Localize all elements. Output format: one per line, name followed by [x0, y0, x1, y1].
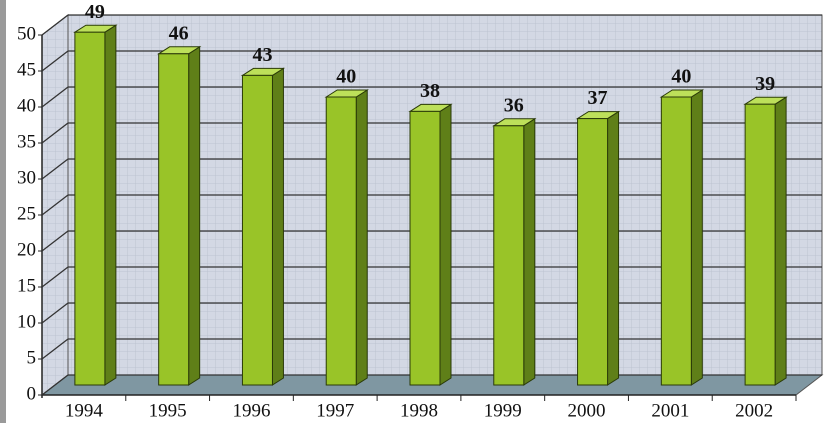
bar-side — [355, 89, 368, 386]
grid-line — [41, 374, 69, 396]
bar-side — [523, 117, 536, 386]
grid-line — [41, 338, 69, 360]
left-edge — [0, 0, 6, 423]
bar-side — [607, 110, 620, 386]
bar — [241, 74, 273, 386]
x-tick-label: 1995 — [149, 400, 187, 421]
value-label: 40 — [336, 66, 356, 88]
bar-side — [104, 24, 117, 386]
bar-side — [188, 45, 201, 386]
bar — [158, 53, 190, 386]
grid-line — [41, 14, 69, 36]
y-tick-label: 5 — [27, 347, 37, 368]
grid-line — [41, 122, 69, 144]
bar-side — [271, 67, 284, 386]
y-tick-label: 15 — [17, 275, 36, 296]
grid-line — [41, 302, 69, 324]
grid-line — [41, 86, 69, 108]
x-tick-label: 1996 — [232, 400, 270, 421]
x-tick-label: 2001 — [651, 400, 689, 421]
bar — [74, 31, 106, 386]
bar-side — [690, 89, 703, 386]
x-tick-label: 1994 — [65, 400, 104, 421]
y-tick-label: 25 — [17, 203, 36, 224]
y-tick-label: 50 — [17, 23, 36, 44]
y-tick-label: 30 — [17, 167, 36, 188]
bar — [325, 96, 357, 386]
bar — [577, 118, 609, 386]
value-label: 49 — [85, 1, 105, 23]
bar-side — [774, 96, 787, 386]
grid-line — [41, 50, 69, 72]
y-tick-label: 45 — [17, 59, 36, 80]
y-tick-label: 20 — [17, 239, 36, 260]
x-tick-label: 1999 — [484, 400, 522, 421]
value-label: 36 — [504, 94, 524, 116]
y-tick-label: 40 — [17, 95, 36, 116]
value-label: 39 — [755, 73, 775, 95]
grid-line — [41, 230, 69, 252]
grid-line — [41, 158, 69, 180]
value-label: 40 — [671, 66, 691, 88]
value-label: 43 — [252, 44, 272, 66]
y-tick-label: 10 — [17, 311, 36, 332]
y-tick-label: 0 — [27, 383, 37, 404]
x-tick-label: 2002 — [735, 400, 773, 421]
grid-line — [41, 194, 69, 216]
bar — [660, 96, 692, 386]
y-tick-label: 35 — [17, 131, 36, 152]
x-tick-label: 2000 — [568, 400, 606, 421]
bar — [409, 110, 441, 386]
x-tick-label: 1997 — [316, 400, 354, 421]
x-tick-label: 1998 — [400, 400, 438, 421]
bar — [744, 103, 776, 386]
grid-line — [41, 266, 69, 288]
value-label: 37 — [588, 87, 608, 109]
value-label: 38 — [420, 80, 440, 102]
bar-side — [439, 103, 452, 386]
bar — [493, 125, 525, 386]
value-label: 46 — [169, 22, 189, 44]
